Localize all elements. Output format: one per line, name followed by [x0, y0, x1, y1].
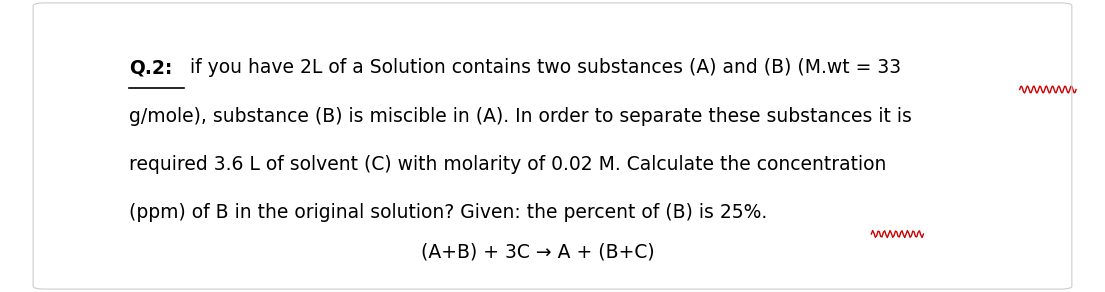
Text: g/mole), substance (B) is miscible in (A). In order to separate these substances: g/mole), substance (B) is miscible in (A…: [129, 107, 912, 126]
Text: required 3.6 L of solvent (C) with molarity of 0.02 M. Calculate the concentrati: required 3.6 L of solvent (C) with molar…: [129, 155, 886, 174]
Text: (ppm) of B in the original solution? Given: the percent of (B) is: (ppm) of B in the original solution? Giv…: [129, 203, 720, 222]
Text: if you have 2L of a Solution contains two substances (A) and (B) (M.wt = 33: if you have 2L of a Solution contains tw…: [183, 58, 901, 77]
Text: if you have 2L of a Solution contains two substances (A) and (B) (M.wt: if you have 2L of a Solution contains tw…: [183, 58, 850, 77]
Text: (ppm) of B in the original solution? Given: the percent of (B) is 25%.: (ppm) of B in the original solution? Giv…: [129, 203, 767, 222]
Text: Xg: Xg: [129, 203, 154, 222]
Text: (A+B) + 3C → A + (B+C): (A+B) + 3C → A + (B+C): [421, 242, 654, 261]
Text: M.wt: M.wt: [1020, 58, 1064, 77]
Text: 25%: 25%: [872, 203, 913, 222]
Text: Q.2:: Q.2:: [129, 58, 172, 77]
